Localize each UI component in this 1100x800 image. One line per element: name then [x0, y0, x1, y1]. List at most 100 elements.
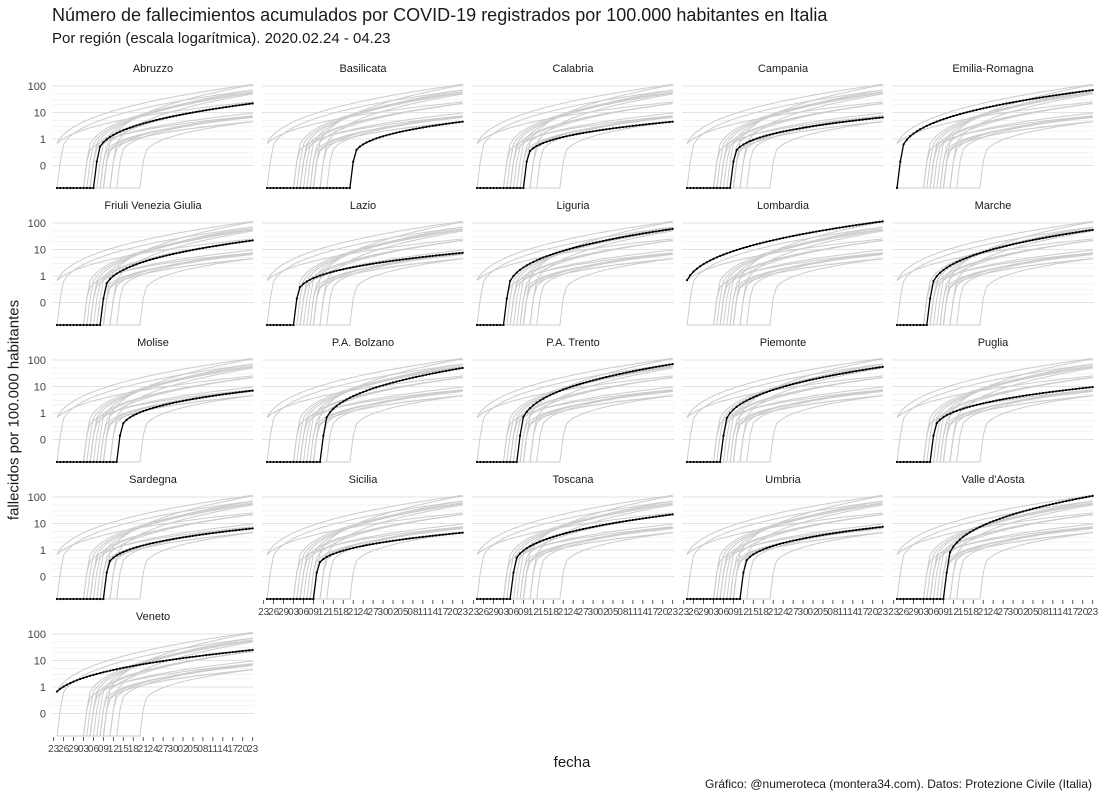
- highlight-point: [342, 268, 345, 271]
- highlight-point: [398, 130, 401, 134]
- highlight-point: [702, 460, 705, 464]
- highlight-point: [748, 140, 752, 143]
- highlight-point: [375, 137, 378, 140]
- highlight-point: [742, 571, 745, 574]
- highlight-point: [185, 399, 188, 402]
- highlight-point: [922, 323, 925, 327]
- highlight-point: [365, 389, 368, 392]
- highlight-point: [805, 379, 808, 382]
- highlight-point: [709, 460, 712, 464]
- highlight-point: [785, 541, 788, 544]
- x-tick-label: 11: [628, 607, 639, 618]
- highlight-point: [831, 374, 835, 377]
- y-tick-label: 100: [28, 218, 46, 230]
- highlight-point: [625, 371, 628, 374]
- highlight-point: [798, 127, 801, 130]
- highlight-point: [795, 127, 798, 131]
- highlight-point: [499, 323, 502, 327]
- highlight-point: [768, 239, 771, 243]
- highlight-point: [55, 690, 59, 693]
- background-series-line: [266, 494, 463, 555]
- highlight-point: [302, 282, 305, 285]
- background-series-line: [897, 252, 1093, 326]
- highlight-point: [841, 226, 844, 229]
- highlight-point: [861, 528, 864, 531]
- highlight-point: [125, 666, 128, 669]
- highlight-point: [661, 364, 664, 367]
- highlight-point: [748, 555, 752, 558]
- background-series-line: [56, 238, 253, 281]
- x-tick-label: 02: [597, 607, 609, 618]
- highlight-point: [611, 522, 615, 525]
- highlight-point: [845, 120, 848, 123]
- x-tick-label: 21: [768, 607, 780, 618]
- highlight-point: [171, 658, 175, 661]
- highlight-point: [1028, 508, 1031, 511]
- highlight-point: [332, 186, 335, 190]
- highlight-point: [542, 397, 545, 400]
- highlight-point: [178, 400, 181, 403]
- highlight-point: [615, 126, 618, 130]
- highlight-point: [788, 540, 791, 543]
- highlight-point: [992, 105, 995, 108]
- highlight-point: [811, 378, 815, 381]
- panel: Puglia: [892, 337, 1094, 464]
- highlight-point: [438, 371, 441, 374]
- highlight-point: [72, 680, 75, 683]
- highlight-point: [211, 394, 214, 397]
- highlight-point: [695, 460, 699, 464]
- highlight-point: [509, 597, 512, 601]
- chart-caption: Gráfico: @numeroteca (montera34.com). Da…: [705, 777, 1092, 791]
- highlight-point: [1058, 389, 1061, 392]
- highlight-point: [952, 411, 955, 414]
- highlight-point: [305, 186, 308, 190]
- highlight-point: [398, 379, 401, 382]
- highlight-point: [962, 112, 965, 115]
- highlight-point: [725, 416, 728, 419]
- highlight-point: [55, 186, 59, 190]
- panel-title: Emilia-Romagna: [952, 63, 1034, 75]
- highlight-point: [922, 597, 925, 601]
- highlight-point: [358, 545, 361, 548]
- highlight-point: [805, 126, 808, 129]
- background-series-line: [687, 365, 883, 463]
- x-tick-label: 26: [478, 607, 490, 618]
- highlight-point: [618, 521, 621, 524]
- highlight-point: [758, 136, 762, 139]
- x-tick-label: 08: [617, 607, 629, 618]
- highlight-point: [722, 434, 725, 437]
- highlight-point: [112, 133, 115, 137]
- highlight-point: [935, 597, 938, 601]
- highlight-point: [1011, 243, 1015, 246]
- highlight-point: [322, 186, 325, 190]
- highlight-point: [538, 143, 542, 146]
- x-tick-label: 03: [288, 607, 300, 618]
- highlight-point: [638, 124, 641, 127]
- highlight-point: [215, 244, 218, 247]
- highlight-point: [654, 515, 658, 518]
- highlight-point: [499, 597, 502, 601]
- highlight-point: [618, 126, 621, 129]
- highlight-point: [755, 137, 758, 140]
- background-series-line: [56, 631, 253, 692]
- highlight-point: [621, 125, 625, 129]
- highlight-point: [929, 597, 932, 601]
- highlight-point: [405, 378, 408, 381]
- highlight-point: [621, 235, 625, 239]
- y-tick-label: 0: [40, 434, 46, 446]
- highlight-point: [795, 234, 798, 237]
- highlight-point: [1061, 233, 1064, 236]
- highlight-point: [188, 535, 191, 538]
- highlight-point: [861, 223, 864, 226]
- highlight-point: [368, 543, 371, 546]
- highlight-point: [715, 460, 718, 464]
- highlight-point: [518, 186, 522, 190]
- highlight-point: [234, 391, 238, 394]
- highlight-point: [735, 405, 738, 408]
- background-series-line: [687, 252, 883, 326]
- highlight-point: [1055, 234, 1058, 237]
- highlight-point: [598, 129, 601, 132]
- highlight-point: [792, 539, 795, 542]
- background-series-line: [896, 226, 1093, 326]
- highlight-point: [128, 265, 132, 268]
